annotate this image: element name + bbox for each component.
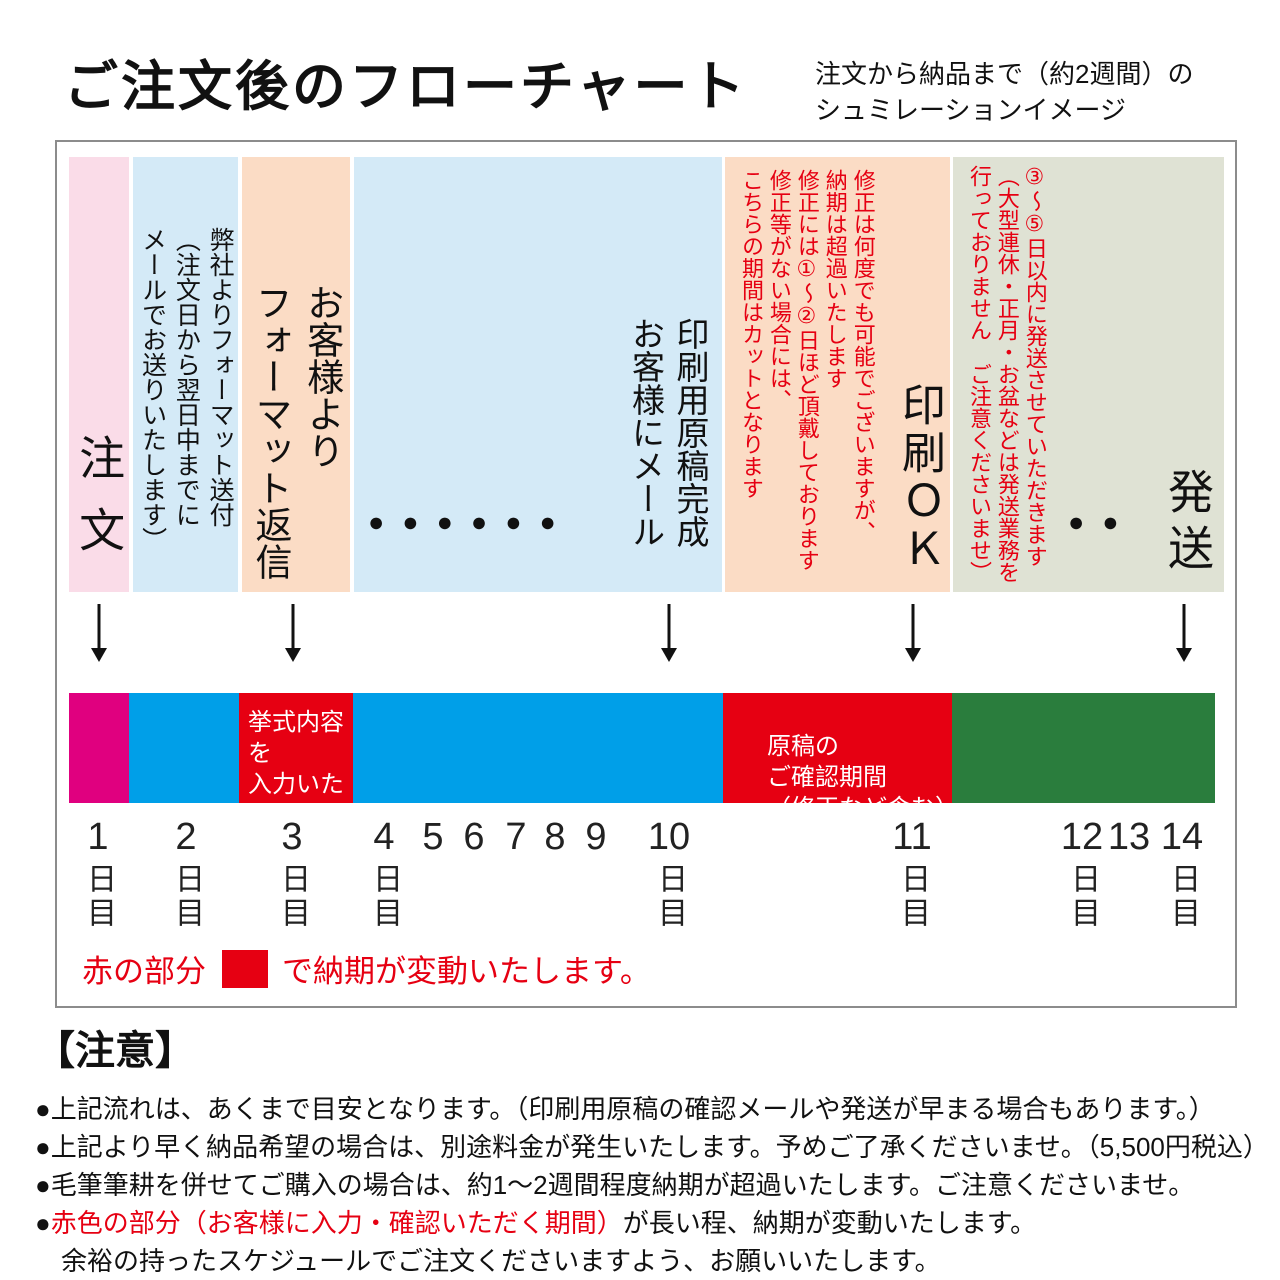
timeline-segment-shipping xyxy=(952,693,1215,803)
day-label-8: 8 xyxy=(544,816,566,858)
page-subtitle: 注文から納品まで（約2週間）の シュミレーションイメージ xyxy=(815,56,1193,129)
note-item-5: 余裕の持ったスケジュールでご注文くださいますよう、お願いいたします。 xyxy=(61,1246,941,1276)
subtitle-line-2: シュミレーションイメージ xyxy=(815,95,1126,126)
page-title: ご注文後のフローチャート xyxy=(64,57,748,117)
timeline-segment-blue-2 xyxy=(353,693,723,803)
down-arrow-icon xyxy=(89,604,109,662)
down-arrow-icon xyxy=(659,604,679,662)
note-item-4-bullet: ● xyxy=(35,1208,51,1238)
day-label-11: 11 日目 xyxy=(892,816,932,931)
day-label-7: 7 xyxy=(505,816,527,858)
step-label-draft-done: 印刷用原稿完成 お客様にメール xyxy=(627,317,709,548)
step-column-print-ok: 修正は何度でも可能でございますが、 納期は超過いたします 修正には①～②日ほど頂… xyxy=(725,157,950,592)
input-period-label: 挙式内容を 入力いただく 期間 xyxy=(248,709,344,861)
timeline-segment-confirm-period: 原稿の ご確認期間 （修正など含む） xyxy=(723,693,959,822)
timeline-segment-blue-1 xyxy=(129,693,239,803)
step-label-order: 注文 xyxy=(73,434,126,578)
step-column-format-reply: お客様より フォーマット返信 xyxy=(242,157,350,592)
day-label-9: 9 xyxy=(585,816,607,858)
legend-prefix: 赤の部分 xyxy=(82,954,206,989)
timeline-segment-input-period: 挙式内容を 入力いただく 期間 xyxy=(239,693,353,861)
red-square-icon xyxy=(222,949,268,988)
down-arrow-icon xyxy=(1174,604,1194,662)
step-column-draft-done: ●●●●●● 印刷用原稿完成 お客様にメール xyxy=(354,157,722,592)
day-label-1: 1 日目 xyxy=(82,816,115,931)
note-item-4-red-text: 赤色の部分（お客様に入力・確認いただく期間） xyxy=(50,1208,623,1238)
step-label-format-reply: お客様より フォーマット返信 xyxy=(250,284,343,580)
day-label-12: 12 日目 xyxy=(1060,816,1104,931)
step-column-format-send: 弊社よりフォーマット送付 （注文日から翌日中までに メールでお送りいたします） xyxy=(133,157,238,592)
note-item-4-black-text: が長い程、納期が変動いたします。 xyxy=(622,1208,1037,1238)
day-label-10: 10 日目 xyxy=(647,816,691,931)
ellipsis-dots: ●●●●●● xyxy=(368,507,574,537)
note-item-1: ●上記流れは、あくまで目安となります。（印刷用原稿の確認メールや発送が早まる場合… xyxy=(35,1094,1215,1124)
note-item-2: ●上記より早く納品希望の場合は、別途料金が発生いたします。予めご了承くださいませ… xyxy=(35,1132,1269,1162)
shipping-warning-text: ③～⑤日以内に発送させていただきます （大型連休・正月・お盆などは発送業務を 行… xyxy=(966,165,1048,583)
timeline-segment-order xyxy=(69,693,129,803)
step-column-order: 注文 xyxy=(69,157,129,592)
down-arrow-icon xyxy=(903,604,923,662)
step-column-shipping: ③～⑤日以内に発送させていただきます （大型連休・正月・お盆などは発送業務を 行… xyxy=(953,157,1224,592)
day-label-13: 13 xyxy=(1107,816,1151,858)
revision-warning-text: 修正は何度でも可能でございますが、 納期は超過いたします 修正には①～②日ほど頂… xyxy=(738,169,876,571)
subtitle-line-1: 注文から納品まで（約2週間）の xyxy=(815,59,1194,89)
ellipsis-dots: ●● xyxy=(1068,507,1137,537)
note-item-3: ●毛筆筆耕を併せてご購入の場合は、約1～2週間程度納期が超過いたします。ご注意く… xyxy=(35,1170,1195,1200)
day-label-5: 5 xyxy=(422,816,444,858)
day-label-6: 6 xyxy=(463,816,485,858)
day-label-2: 2 日目 xyxy=(170,816,203,931)
step-label-shipping: 発送 xyxy=(1162,468,1214,580)
flowchart-box: 注文 弊社よりフォーマット送付 （注文日から翌日中までに メールでお送りいたしま… xyxy=(55,140,1237,1008)
day-label-3: 3 日目 xyxy=(276,816,309,931)
confirm-period-label: 原稿の ご確認期間 （修正など含む） xyxy=(767,733,959,823)
red-period-legend: 赤の部分 で納期が変動いたします。 xyxy=(82,946,651,991)
day-label-14: 14 日目 xyxy=(1160,816,1204,931)
notes-heading: 【注意】 xyxy=(35,1029,195,1073)
step-note-format-send: 弊社よりフォーマット送付 （注文日から翌日中までに メールでお送りいたします） xyxy=(138,227,235,552)
legend-suffix: で納期が変動いたします。 xyxy=(282,954,651,989)
notes-section: 【注意】 ●上記流れは、あくまで目安となります。（印刷用原稿の確認メールや発送が… xyxy=(35,1018,1269,1280)
down-arrow-icon xyxy=(283,604,303,662)
note-item-4: ●赤色の部分（お客様に入力・確認いただく期間）が長い程、納期が変動いたします。 xyxy=(35,1204,1255,1242)
step-label-print-ok: 印刷ＯＫ xyxy=(895,382,944,574)
day-label-4: 4 日目 xyxy=(368,816,401,931)
